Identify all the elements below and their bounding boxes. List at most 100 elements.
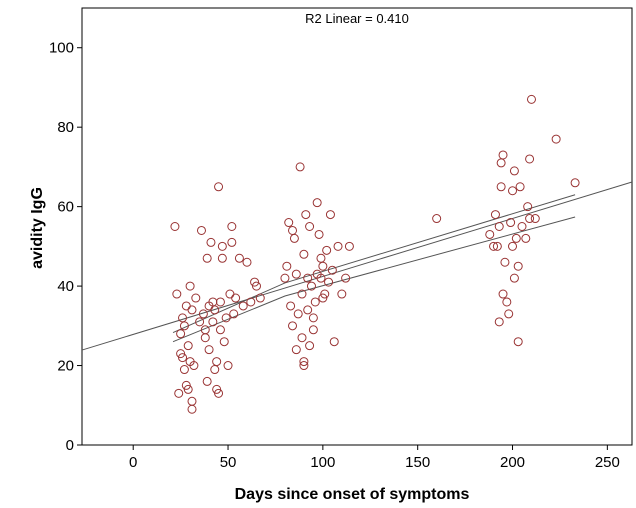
data-point bbox=[215, 183, 223, 191]
y-tick-label: 0 bbox=[66, 437, 74, 454]
y-tick-label: 80 bbox=[57, 119, 74, 136]
data-point bbox=[571, 179, 579, 187]
data-point bbox=[211, 366, 219, 374]
data-point bbox=[296, 163, 304, 171]
data-point bbox=[292, 346, 300, 354]
data-point bbox=[173, 290, 181, 298]
data-point bbox=[309, 314, 317, 322]
data-point bbox=[518, 223, 526, 231]
data-point bbox=[182, 302, 190, 310]
data-point bbox=[315, 230, 323, 238]
x-tick-label: 0 bbox=[129, 454, 137, 471]
data-point bbox=[285, 219, 293, 227]
data-point bbox=[180, 366, 188, 374]
data-point bbox=[514, 262, 522, 270]
data-point bbox=[184, 342, 192, 350]
y-tick-label: 60 bbox=[57, 199, 74, 216]
data-point bbox=[342, 274, 350, 282]
plot-area bbox=[82, 8, 632, 445]
data-point bbox=[505, 310, 513, 318]
data-point bbox=[491, 211, 499, 219]
data-point bbox=[222, 314, 230, 322]
data-point bbox=[177, 330, 185, 338]
data-point bbox=[239, 302, 247, 310]
data-point bbox=[510, 167, 518, 175]
x-tick-label: 100 bbox=[310, 454, 335, 471]
fit-line bbox=[82, 182, 632, 350]
data-point bbox=[319, 262, 327, 270]
data-point bbox=[171, 223, 179, 231]
data-point bbox=[526, 155, 534, 163]
x-axis-ticks: 0 50 100 150 200 250 bbox=[129, 445, 620, 471]
data-point bbox=[317, 254, 325, 262]
data-point bbox=[232, 294, 240, 302]
data-point bbox=[516, 183, 524, 191]
data-point bbox=[323, 246, 331, 254]
data-point bbox=[243, 258, 251, 266]
x-tick-label: 150 bbox=[405, 454, 430, 471]
x-axis-title: Days since onset of symptoms bbox=[235, 486, 470, 503]
data-point bbox=[507, 219, 515, 227]
data-point bbox=[302, 211, 310, 219]
data-point bbox=[486, 230, 494, 238]
data-point bbox=[499, 290, 507, 298]
data-point bbox=[514, 338, 522, 346]
data-point bbox=[330, 338, 338, 346]
data-point bbox=[501, 258, 509, 266]
data-point bbox=[228, 238, 236, 246]
data-point bbox=[503, 298, 511, 306]
data-points bbox=[171, 95, 579, 413]
x-tick-label: 250 bbox=[595, 454, 620, 471]
data-point bbox=[281, 274, 289, 282]
y-tick-label: 20 bbox=[57, 358, 74, 375]
data-point bbox=[497, 159, 505, 167]
data-point bbox=[218, 254, 226, 262]
y-axis-ticks: 020406080100 bbox=[49, 40, 82, 454]
data-point bbox=[213, 358, 221, 366]
x-tick-label: 50 bbox=[220, 454, 237, 471]
data-point bbox=[192, 294, 200, 302]
data-point bbox=[527, 95, 535, 103]
data-point bbox=[220, 338, 228, 346]
data-point bbox=[203, 377, 211, 385]
data-point bbox=[313, 199, 321, 207]
data-point bbox=[175, 389, 183, 397]
data-point bbox=[287, 302, 295, 310]
data-point bbox=[201, 334, 209, 342]
data-point bbox=[325, 278, 333, 286]
data-point bbox=[186, 282, 194, 290]
data-point bbox=[326, 211, 334, 219]
data-point bbox=[495, 223, 503, 231]
data-point bbox=[216, 298, 224, 306]
data-point bbox=[218, 242, 226, 250]
data-point bbox=[512, 234, 520, 242]
data-point bbox=[306, 342, 314, 350]
data-point bbox=[433, 215, 441, 223]
data-point bbox=[224, 362, 232, 370]
data-point bbox=[338, 290, 346, 298]
data-point bbox=[294, 310, 302, 318]
data-point bbox=[235, 254, 243, 262]
data-point bbox=[522, 234, 530, 242]
data-point bbox=[497, 183, 505, 191]
data-point bbox=[289, 322, 297, 330]
data-point bbox=[228, 223, 236, 231]
data-point bbox=[306, 223, 314, 231]
data-point bbox=[495, 318, 503, 326]
data-point bbox=[179, 314, 187, 322]
confidence-lower bbox=[173, 217, 575, 342]
data-point bbox=[216, 326, 224, 334]
data-point bbox=[552, 135, 560, 143]
data-point bbox=[290, 234, 298, 242]
data-point bbox=[247, 298, 255, 306]
data-point bbox=[531, 215, 539, 223]
data-point bbox=[334, 242, 342, 250]
x-tick-label: 200 bbox=[500, 454, 525, 471]
data-point bbox=[292, 270, 300, 278]
data-point bbox=[207, 238, 215, 246]
y-tick-label: 40 bbox=[57, 278, 74, 295]
data-point bbox=[226, 290, 234, 298]
data-point bbox=[304, 306, 312, 314]
r2-annotation: R2 Linear = 0.410 bbox=[305, 11, 409, 26]
